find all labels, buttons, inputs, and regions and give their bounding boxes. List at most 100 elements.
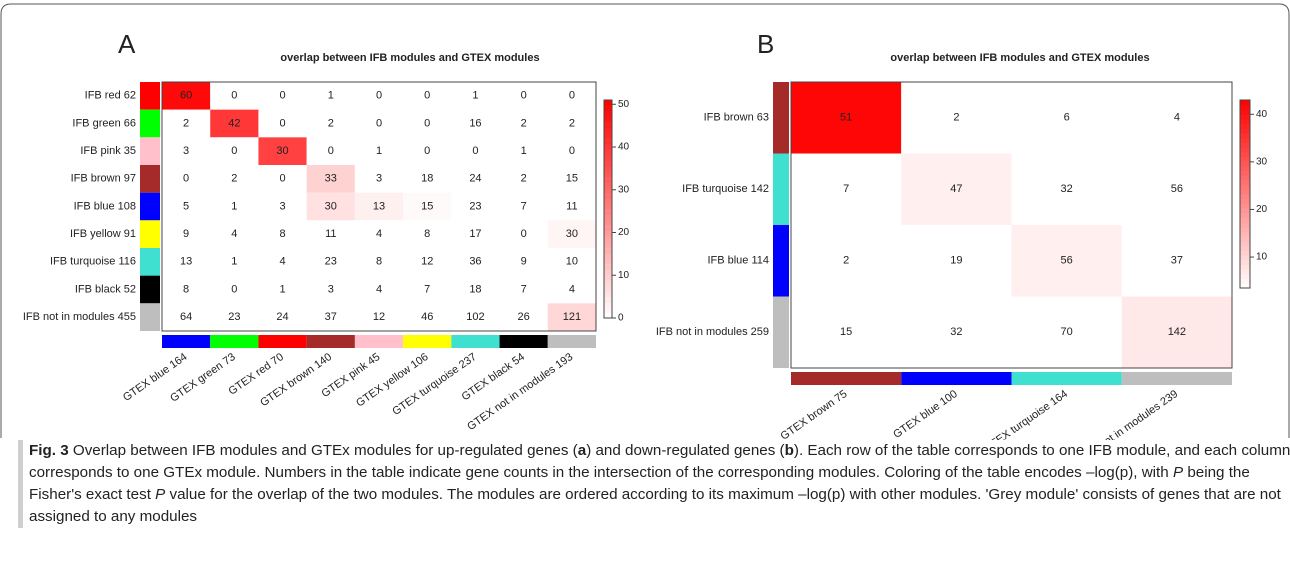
cell-count: 7	[424, 283, 430, 295]
colorbar-step	[1240, 104, 1250, 110]
cell-count: 33	[325, 173, 337, 185]
heatmap-cell	[499, 303, 548, 331]
heatmap-cell	[306, 165, 355, 193]
matrix-border	[161, 81, 597, 332]
heatmap-cell	[354, 275, 404, 304]
cell-count: 4	[376, 283, 382, 295]
colorbar-tick-label: 30	[1256, 157, 1268, 168]
heatmap-cell	[451, 165, 500, 193]
row-module-color	[773, 296, 789, 368]
heatmap-cell	[258, 192, 307, 221]
cell-count: 56	[1061, 255, 1073, 267]
col-module-color	[162, 335, 211, 348]
heatmap-cell	[791, 225, 902, 297]
cell-count: 0	[376, 90, 382, 102]
heatmap-cell	[258, 275, 307, 304]
heatmap-cell	[901, 153, 1012, 225]
cell-count: 0	[183, 173, 189, 185]
cell-count: 11	[325, 228, 336, 240]
colorbar-step	[604, 301, 612, 308]
heatmap-cell	[403, 248, 452, 276]
colorbar-step	[604, 230, 612, 237]
heatmap-cell	[306, 137, 355, 165]
cell-count: 0	[231, 145, 237, 157]
heatmap-cell	[210, 137, 259, 165]
cell-count: 8	[376, 256, 382, 268]
colorbar-step	[1240, 203, 1250, 209]
cell-count: 30	[325, 200, 337, 212]
cell-count: 3	[328, 283, 334, 295]
cell-count: 1	[328, 90, 334, 102]
heatmap-cell	[403, 82, 452, 110]
heatmap-cell	[901, 82, 1012, 154]
colorbar-step	[1240, 118, 1250, 124]
colorbar-step	[604, 247, 612, 254]
colorbar-tick-label: 0	[618, 313, 624, 324]
colorbar-step	[1240, 226, 1250, 233]
cell-count: 3	[279, 200, 285, 212]
colorbar-step	[1240, 175, 1250, 181]
colorbar-step	[604, 143, 612, 150]
heatmap-cell	[210, 192, 259, 221]
cell-count: 12	[373, 311, 385, 323]
colorbar-step	[1240, 142, 1250, 148]
colorbar-step	[1240, 114, 1250, 120]
cell-count: 1	[376, 145, 382, 157]
heatmap-cell	[162, 303, 211, 331]
row-module-color	[140, 109, 160, 138]
heatmap-cell	[258, 248, 307, 276]
col-module-color	[547, 335, 596, 348]
cell-count: 17	[469, 228, 481, 240]
col-label: GTEX brown 75	[779, 388, 850, 440]
cell-count: 8	[183, 283, 189, 295]
colorbar-step	[1240, 100, 1250, 106]
heatmap-cell	[547, 220, 596, 248]
caption-text: P	[155, 486, 166, 503]
cell-count: 2	[521, 117, 527, 129]
heatmap-cell	[354, 220, 404, 248]
row-label: IFB not in modules 259	[656, 326, 769, 338]
colorbar-step	[604, 209, 612, 215]
cell-count: 18	[469, 283, 481, 295]
cell-count: 10	[566, 256, 578, 268]
cell-count: 30	[276, 145, 288, 157]
heatmap-cell	[162, 192, 211, 221]
cell-count: 0	[328, 145, 334, 157]
row-module-color	[140, 303, 160, 331]
heatmap-cell	[547, 109, 596, 138]
row-module-color	[773, 153, 789, 225]
panel-label: B	[757, 29, 774, 59]
colorbar-step	[604, 263, 612, 270]
colorbar-tick-label: 20	[1256, 204, 1268, 215]
colorbar-step	[1240, 217, 1250, 223]
heatmap-cell	[306, 303, 355, 331]
row-module-color	[140, 82, 160, 110]
heatmap-cell	[162, 275, 211, 304]
heatmap-cell	[1011, 82, 1122, 154]
cell-count: 0	[376, 117, 382, 129]
colorbar-step	[1240, 269, 1250, 275]
heatmap-cell	[547, 165, 596, 193]
row-module-color	[773, 82, 789, 154]
matrix-border	[790, 81, 1233, 369]
colorbar-step	[604, 268, 612, 275]
heatmap-cell	[791, 82, 902, 154]
caption-text: P	[1172, 464, 1184, 481]
colorbar-step	[1240, 170, 1250, 176]
heatmap-cell	[901, 296, 1012, 368]
colorbar-step	[1240, 208, 1250, 214]
colorbar-step	[604, 274, 612, 281]
heatmap-cell	[499, 82, 548, 110]
colorbar-step	[604, 110, 612, 117]
heatmap-cell	[403, 303, 452, 331]
row-module-color	[773, 225, 789, 297]
heatmap-cell	[451, 192, 500, 221]
colorbar-step	[1240, 194, 1250, 200]
colorbar-tick-label: 10	[618, 270, 630, 281]
colorbar-step	[1240, 151, 1250, 157]
cell-count: 37	[325, 311, 337, 323]
col-label: GTEX blue 100	[891, 388, 959, 440]
heatmap-cell	[499, 248, 548, 276]
caption-text: ). Each row of the table corresponds to …	[29, 442, 1290, 481]
colorbar-step	[604, 127, 612, 134]
